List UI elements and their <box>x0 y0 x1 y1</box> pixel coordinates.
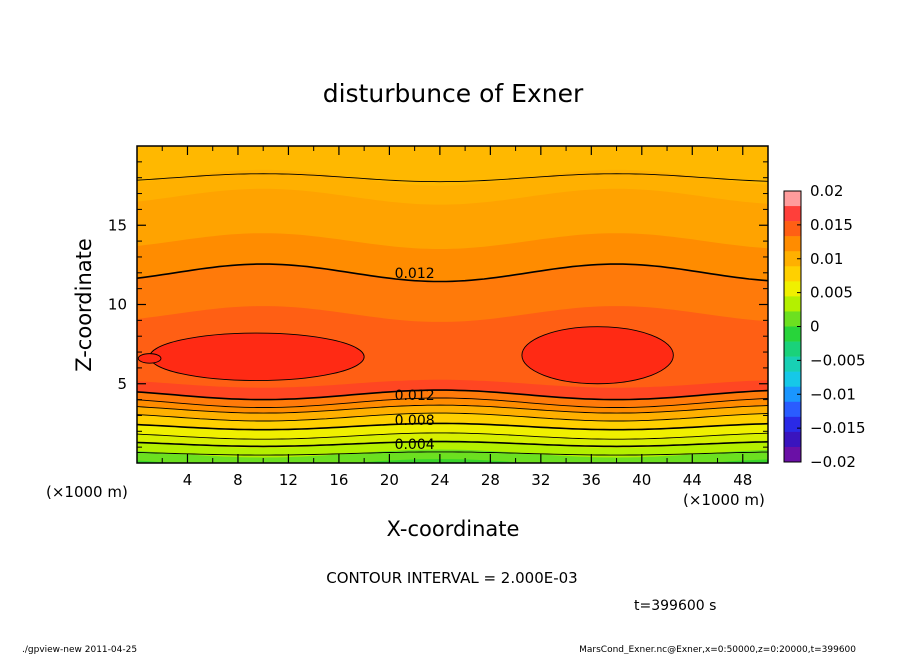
x-tick-label-3: 16 <box>329 471 348 489</box>
colorbar-segment-14 <box>784 401 801 418</box>
contour-line-3 <box>137 397 768 408</box>
contour-line-9 <box>137 451 768 456</box>
closed-region-0 <box>149 332 365 382</box>
y-tick-label-2: 15 <box>108 216 127 234</box>
x-tick-label-4: 20 <box>380 471 399 489</box>
footer-right: MarsCond_Exner.nc@Exner,x=0:50000,z=0:20… <box>579 645 856 654</box>
colorbar-tick-label-3: 0.005 <box>810 284 853 302</box>
y-axis-label: Z-coordinate <box>72 238 96 372</box>
x-axis-label: X-coordinate <box>387 517 520 541</box>
contour-line-0 <box>137 173 768 183</box>
colorbar-tick-label-0: 0.02 <box>810 182 843 200</box>
colorbar-segment-2 <box>784 221 801 237</box>
contour-line-6 <box>137 422 768 431</box>
colorbar-segment-16 <box>784 431 801 448</box>
contour-line-2 <box>137 389 768 401</box>
x-tick-label-7: 32 <box>531 471 550 489</box>
colorbar-segment-5 <box>784 266 801 282</box>
colorbar-segment-4 <box>784 251 801 267</box>
colorbar-segment-9 <box>784 326 801 342</box>
contour-line-5 <box>137 412 768 422</box>
colorbar-tick-label-5: −0.005 <box>810 351 866 369</box>
colorbar-tick-label-7: −0.015 <box>810 419 866 437</box>
y-tick-label-0: 5 <box>117 375 127 393</box>
colorbar-segment-13 <box>784 386 801 403</box>
colorbar-segment-0 <box>784 191 801 207</box>
x-tick-label-2: 12 <box>279 471 298 489</box>
colorbar-segment-8 <box>784 311 801 327</box>
contour-line-8 <box>137 440 768 448</box>
colorbar-tick-label-2: 0.01 <box>810 250 843 268</box>
x-tick-label-0: 4 <box>183 471 193 489</box>
contour-label-3: 0.004 <box>395 437 435 453</box>
colorbar-segment-7 <box>784 296 801 312</box>
colorbar-segment-6 <box>784 281 801 297</box>
band-13 <box>137 449 768 463</box>
chart-title: disturbunce of Exner <box>323 79 584 108</box>
x-unit-left: (×1000 m) <box>46 483 128 501</box>
closed-region-2 <box>137 353 162 364</box>
closed-regions <box>137 326 674 385</box>
x-tick-label-9: 40 <box>632 471 651 489</box>
colorbar-segment-10 <box>784 341 801 357</box>
band-14 <box>137 459 768 463</box>
y-tick-label-1: 10 <box>108 296 127 314</box>
contour-label-1: 0.012 <box>395 388 435 404</box>
colorbar-tick-label-6: −0.01 <box>810 385 856 403</box>
contour-line-1 <box>137 263 768 283</box>
x-tick-label-11: 48 <box>733 471 752 489</box>
colorbar-tick-label-1: 0.015 <box>810 216 853 234</box>
contour-label-2: 0.008 <box>395 413 435 429</box>
colorbar-segment-1 <box>784 206 801 222</box>
y-unit-right: (×1000 m) <box>683 491 765 509</box>
colorbar <box>784 191 801 463</box>
colorbar-segment-12 <box>784 371 801 388</box>
x-tick-label-5: 24 <box>430 471 449 489</box>
time-text: t=399600 s <box>634 598 716 614</box>
colorbar-segment-17 <box>784 446 801 463</box>
colorbar-segment-3 <box>784 236 801 252</box>
x-tick-label-10: 44 <box>683 471 702 489</box>
x-tick-label-1: 8 <box>233 471 243 489</box>
colorbar-segment-11 <box>784 356 801 372</box>
closed-region-1 <box>521 326 674 385</box>
y-ticks: 5 10 15 <box>108 161 768 448</box>
contour-line-7 <box>137 432 768 440</box>
x-tick-label-8: 36 <box>582 471 601 489</box>
colorbar-tick-label-4: 0 <box>810 318 820 336</box>
contour-interval-text: CONTOUR INTERVAL = 2.000E-03 <box>326 569 577 587</box>
colorbar-ticks: 0.02 0.015 0.01 0.005 0 −0.005 −0.01 −0.015 −0.0… <box>797 182 866 471</box>
colorbar-segment-15 <box>784 416 801 433</box>
contour-line-4 <box>137 404 768 414</box>
contour-label-0: 0.012 <box>395 266 435 282</box>
colorbar-tick-label-8: −0.02 <box>810 453 856 471</box>
x-ticks: 4 8 12 16 20 24 28 32 36 40 44 48 <box>161 146 752 489</box>
contour-labels: 0.012 0.012 0.008 0.004 <box>395 266 435 453</box>
footer-left: ./gpview-new 2011-04-25 <box>22 645 137 654</box>
x-tick-label-6: 28 <box>481 471 500 489</box>
contour-lines <box>137 173 768 456</box>
plot-area <box>137 146 768 463</box>
